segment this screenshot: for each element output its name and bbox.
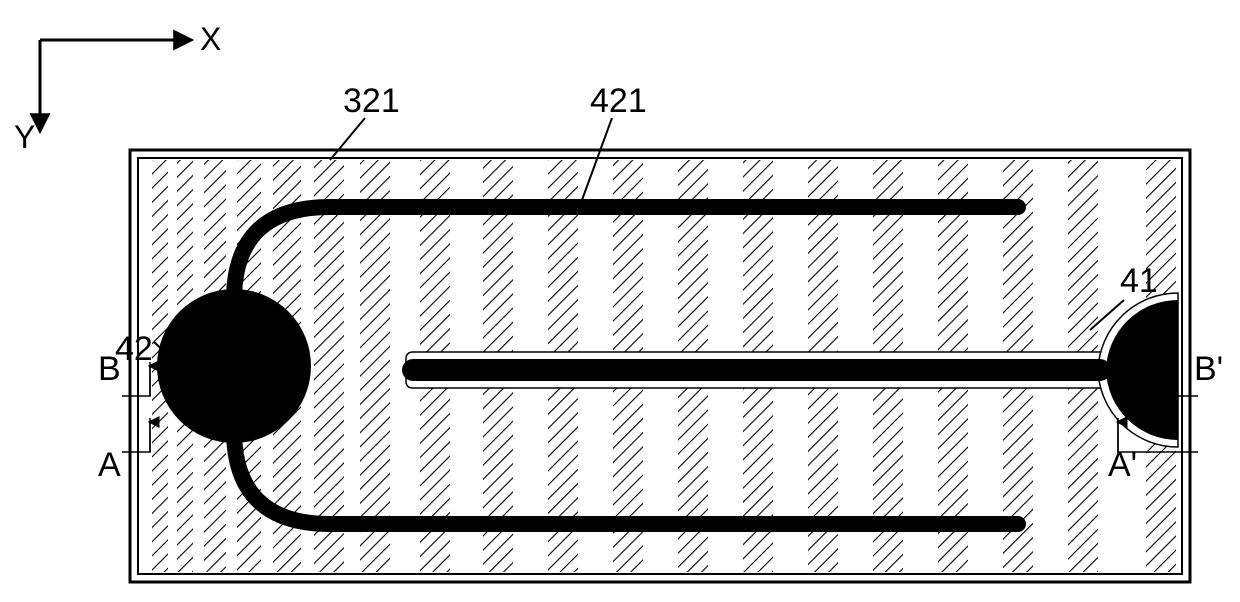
label-Bp: B'	[1194, 350, 1223, 388]
callout-label-321: 321	[343, 82, 400, 120]
label-A: A	[98, 446, 121, 484]
hatched-bar	[314, 160, 344, 572]
callout-label-421: 421	[590, 82, 647, 120]
hatched-bar	[360, 160, 390, 572]
axes: X Y	[14, 21, 221, 155]
axis-x-label: X	[200, 21, 221, 57]
axis-y-label: Y	[14, 119, 35, 155]
callout-leader-321	[330, 118, 365, 160]
callout-label-41: 41	[1120, 262, 1158, 300]
label-Ap: A'	[1108, 446, 1137, 484]
diagram-canvas: X Y	[0, 0, 1240, 602]
label-B: B	[98, 350, 121, 388]
